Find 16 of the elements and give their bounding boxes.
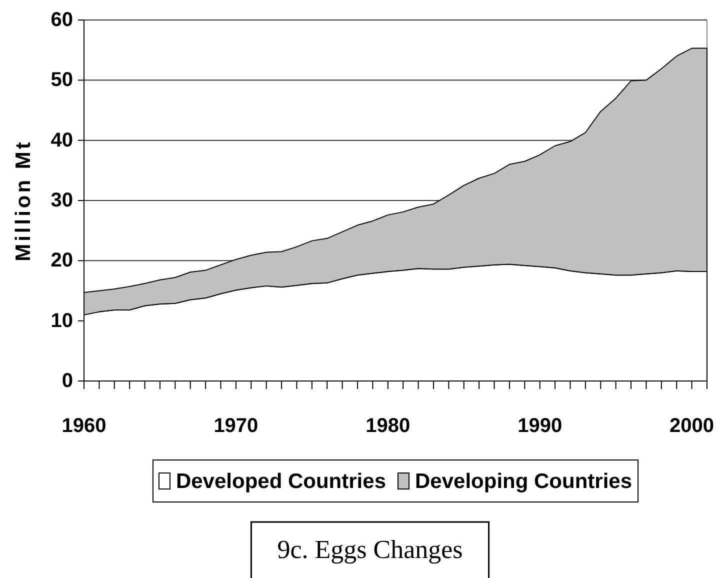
- x-tick-label: 1990: [518, 415, 562, 437]
- legend-label: Developed Countries: [176, 470, 386, 492]
- x-tick-label: 1980: [366, 415, 410, 437]
- y-tick-label: 0: [62, 370, 73, 392]
- text: 9c. Eggs Changes: [277, 535, 463, 564]
- x-tick-label: 2000: [670, 415, 714, 437]
- y-tick-label: 60: [50, 9, 73, 31]
- x-tick-label: 1970: [214, 415, 258, 437]
- y-tick-label: 30: [50, 190, 73, 212]
- y-tick-label: 50: [50, 69, 73, 92]
- y-axis-title: Million Mt: [12, 140, 34, 262]
- legend-label: Developing Countries: [415, 470, 632, 492]
- y-tick-label: 10: [50, 310, 73, 332]
- y-tick-label: 20: [50, 250, 73, 272]
- x-tick-label: 1960: [62, 415, 106, 437]
- y-tick-label: 40: [50, 129, 73, 152]
